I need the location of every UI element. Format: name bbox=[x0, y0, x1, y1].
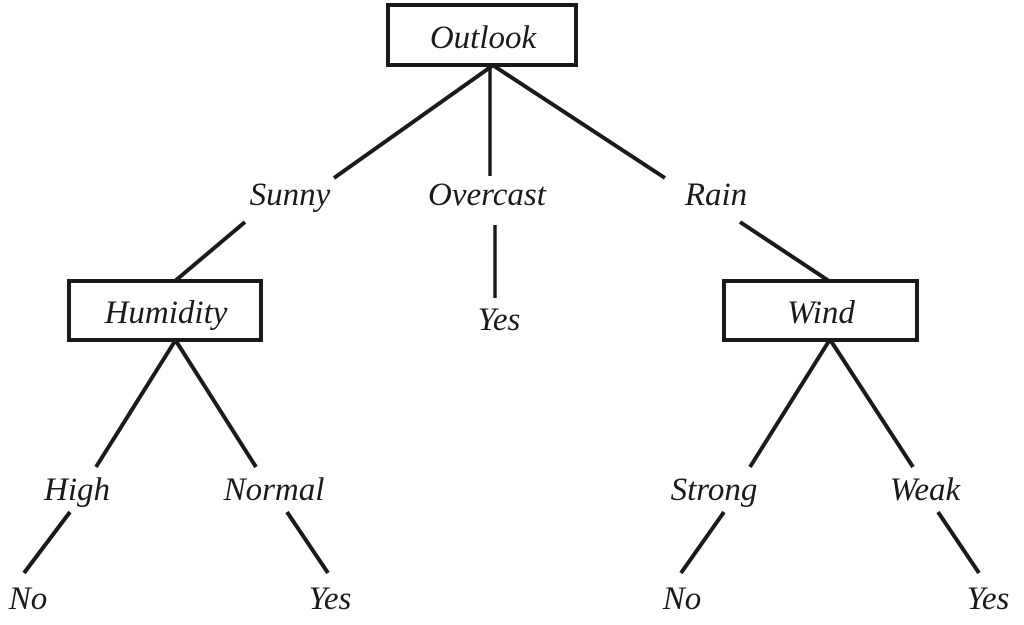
leaf-label-wind-no: No bbox=[662, 581, 702, 617]
node-label-humidity: Humidity bbox=[104, 295, 228, 331]
branch-label-weak: Weak bbox=[890, 472, 962, 508]
edge-wind-weak bbox=[829, 339, 915, 469]
edge-weak-yes bbox=[936, 510, 981, 575]
edge-outlook-sunny bbox=[332, 64, 494, 180]
edge-sunny-humidity bbox=[173, 220, 247, 283]
node-label-wind: Wind bbox=[787, 295, 855, 331]
edge-humidity-normal bbox=[174, 339, 258, 469]
branch-label-strong: Strong bbox=[671, 472, 758, 508]
leaf-label-humidity-yes: Yes bbox=[309, 581, 352, 617]
branch-label-high: High bbox=[43, 472, 110, 508]
branch-label-normal: Normal bbox=[223, 472, 325, 508]
node-box-humidity[interactable] bbox=[67, 279, 263, 342]
node-box-outlook[interactable] bbox=[386, 3, 578, 67]
edge-strong-no bbox=[679, 510, 726, 575]
node-label-outlook: Outlook bbox=[430, 20, 538, 56]
branch-label-rain: Rain bbox=[684, 177, 747, 213]
node-box-wind[interactable] bbox=[722, 279, 919, 342]
edge-normal-yes bbox=[285, 510, 330, 575]
edge-outlook-rain bbox=[492, 64, 667, 180]
edge-wind-strong bbox=[748, 339, 831, 469]
leaf-label-overcast-yes: Yes bbox=[478, 302, 521, 338]
branch-label-sunny: Sunny bbox=[250, 177, 331, 213]
edge-high-no bbox=[22, 510, 72, 575]
leaf-label-humidity-no: No bbox=[8, 581, 48, 617]
edge-rain-wind bbox=[738, 220, 831, 283]
edge-humidity-high bbox=[94, 339, 177, 469]
leaf-label-wind-yes: Yes bbox=[967, 581, 1010, 617]
branch-label-overcast: Overcast bbox=[428, 177, 547, 213]
